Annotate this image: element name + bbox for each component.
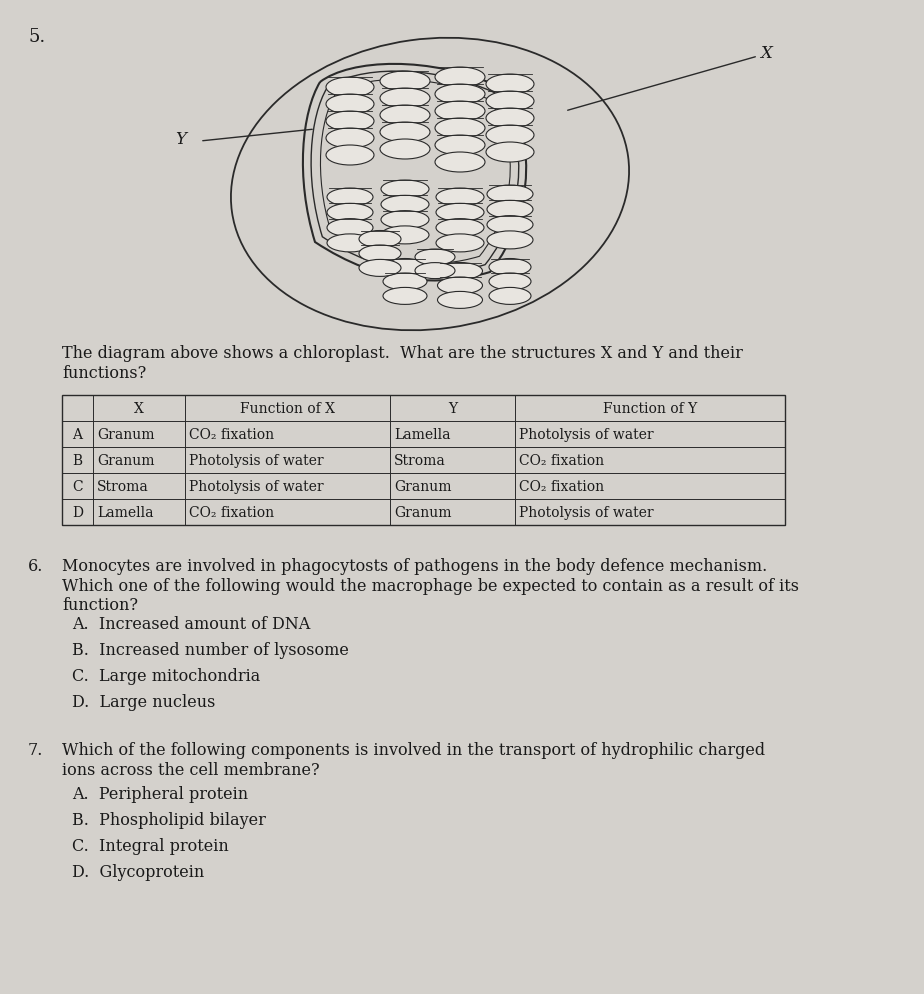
Ellipse shape — [436, 220, 484, 238]
Ellipse shape — [326, 129, 374, 149]
Text: CO₂ fixation: CO₂ fixation — [189, 506, 274, 520]
Ellipse shape — [415, 263, 455, 279]
Ellipse shape — [436, 204, 484, 222]
Text: C.  Integral protein: C. Integral protein — [72, 837, 229, 854]
Text: X: X — [760, 45, 772, 62]
Ellipse shape — [380, 140, 430, 160]
Ellipse shape — [487, 186, 533, 204]
Text: CO₂ fixation: CO₂ fixation — [519, 479, 604, 493]
Text: Photolysis of water: Photolysis of water — [189, 453, 323, 467]
Text: 6.: 6. — [28, 558, 43, 575]
Text: A: A — [72, 427, 82, 441]
Ellipse shape — [435, 136, 485, 156]
Text: The diagram above shows a chloroplast.  What are the structures X and Y and thei: The diagram above shows a chloroplast. W… — [62, 345, 743, 382]
Ellipse shape — [327, 204, 373, 222]
Ellipse shape — [435, 102, 485, 122]
Text: Function of Y: Function of Y — [602, 402, 697, 415]
Text: Lamella: Lamella — [394, 427, 451, 441]
Text: Stroma: Stroma — [394, 453, 445, 467]
Ellipse shape — [326, 78, 374, 97]
Ellipse shape — [487, 217, 533, 235]
Text: Granum: Granum — [394, 479, 452, 493]
Ellipse shape — [380, 123, 430, 143]
Ellipse shape — [381, 227, 429, 245]
Text: C: C — [72, 479, 83, 493]
Ellipse shape — [437, 277, 482, 294]
Text: D.  Glycoprotein: D. Glycoprotein — [72, 863, 204, 880]
Ellipse shape — [436, 235, 484, 252]
Ellipse shape — [486, 126, 534, 146]
Text: Photolysis of water: Photolysis of water — [189, 479, 323, 493]
Ellipse shape — [487, 232, 533, 249]
Text: 7.: 7. — [28, 742, 43, 758]
Text: A.  Increased amount of DNA: A. Increased amount of DNA — [72, 615, 310, 632]
Text: CO₂ fixation: CO₂ fixation — [519, 453, 604, 467]
Ellipse shape — [486, 109, 534, 129]
Ellipse shape — [487, 201, 533, 219]
Text: Which of the following components is involved in the transport of hydrophilic ch: Which of the following components is inv… — [62, 742, 765, 778]
Ellipse shape — [327, 189, 373, 207]
Text: Granum: Granum — [97, 453, 154, 467]
Ellipse shape — [437, 263, 482, 280]
Ellipse shape — [435, 84, 485, 105]
Ellipse shape — [437, 292, 482, 309]
Ellipse shape — [383, 288, 427, 305]
Text: 5.: 5. — [28, 28, 45, 46]
Ellipse shape — [359, 232, 401, 248]
Text: Y: Y — [448, 402, 457, 415]
Ellipse shape — [326, 94, 374, 115]
Ellipse shape — [435, 153, 485, 173]
Text: C.  Large mitochondria: C. Large mitochondria — [72, 667, 261, 684]
Ellipse shape — [486, 91, 534, 112]
Ellipse shape — [359, 246, 401, 262]
Text: CO₂ fixation: CO₂ fixation — [189, 427, 274, 441]
Ellipse shape — [380, 88, 430, 109]
Text: Monocytes are involved in phagocytosts of pathogens in the body defence mechanis: Monocytes are involved in phagocytosts o… — [62, 558, 799, 613]
Bar — [62, 396, 785, 526]
Ellipse shape — [326, 112, 374, 132]
Ellipse shape — [381, 181, 429, 199]
Ellipse shape — [381, 196, 429, 214]
Ellipse shape — [489, 273, 531, 290]
Text: Granum: Granum — [394, 506, 452, 520]
Ellipse shape — [326, 146, 374, 166]
Text: Y: Y — [175, 131, 186, 148]
Ellipse shape — [327, 235, 373, 252]
Text: Function of X: Function of X — [240, 402, 335, 415]
Ellipse shape — [383, 259, 427, 276]
Ellipse shape — [489, 288, 531, 305]
Text: D: D — [72, 506, 83, 520]
Ellipse shape — [489, 259, 531, 276]
Text: Photolysis of water: Photolysis of water — [519, 427, 653, 441]
Ellipse shape — [435, 68, 485, 87]
Text: A.  Peripheral protein: A. Peripheral protein — [72, 785, 249, 802]
Text: B: B — [72, 453, 82, 467]
Ellipse shape — [381, 212, 429, 230]
Ellipse shape — [415, 249, 455, 265]
Ellipse shape — [436, 189, 484, 207]
Ellipse shape — [486, 143, 534, 163]
Ellipse shape — [359, 260, 401, 277]
Ellipse shape — [486, 75, 534, 94]
Text: X: X — [134, 402, 144, 415]
Text: B.  Phospholipid bilayer: B. Phospholipid bilayer — [72, 811, 266, 828]
Text: B.  Increased number of lysosome: B. Increased number of lysosome — [72, 641, 349, 658]
Ellipse shape — [327, 220, 373, 238]
Text: Photolysis of water: Photolysis of water — [519, 506, 653, 520]
Text: Granum: Granum — [97, 427, 154, 441]
Ellipse shape — [380, 106, 430, 126]
Text: D.  Large nucleus: D. Large nucleus — [72, 693, 215, 711]
Ellipse shape — [380, 72, 430, 91]
Ellipse shape — [383, 273, 427, 290]
Text: Stroma: Stroma — [97, 479, 149, 493]
Ellipse shape — [435, 119, 485, 139]
Text: Lamella: Lamella — [97, 506, 153, 520]
